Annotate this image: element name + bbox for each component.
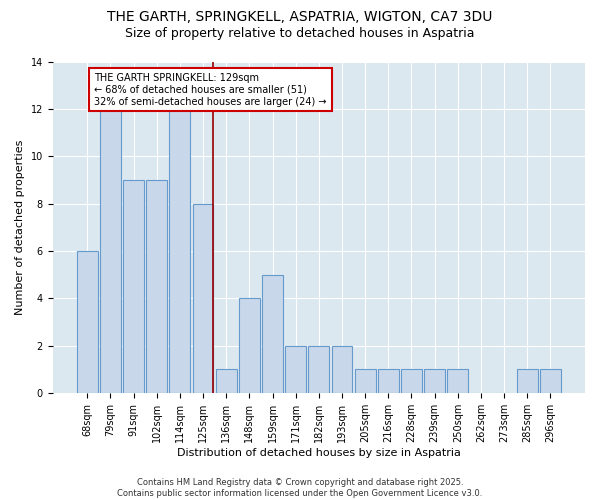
- Bar: [169, 109, 190, 393]
- Bar: [262, 274, 283, 393]
- Bar: [216, 369, 236, 393]
- Y-axis label: Number of detached properties: Number of detached properties: [15, 140, 25, 315]
- Bar: [308, 346, 329, 393]
- Text: THE GARTH, SPRINGKELL, ASPATRIA, WIGTON, CA7 3DU: THE GARTH, SPRINGKELL, ASPATRIA, WIGTON,…: [107, 10, 493, 24]
- Text: THE GARTH SPRINGKELL: 129sqm
← 68% of detached houses are smaller (51)
32% of se: THE GARTH SPRINGKELL: 129sqm ← 68% of de…: [94, 74, 327, 106]
- X-axis label: Distribution of detached houses by size in Aspatria: Distribution of detached houses by size …: [177, 448, 461, 458]
- Bar: [332, 346, 352, 393]
- Bar: [193, 204, 214, 393]
- Bar: [355, 369, 376, 393]
- Text: Size of property relative to detached houses in Aspatria: Size of property relative to detached ho…: [125, 28, 475, 40]
- Bar: [448, 369, 468, 393]
- Bar: [77, 251, 98, 393]
- Bar: [239, 298, 260, 393]
- Bar: [123, 180, 144, 393]
- Bar: [424, 369, 445, 393]
- Bar: [100, 109, 121, 393]
- Bar: [517, 369, 538, 393]
- Bar: [378, 369, 399, 393]
- Bar: [146, 180, 167, 393]
- Text: Contains HM Land Registry data © Crown copyright and database right 2025.
Contai: Contains HM Land Registry data © Crown c…: [118, 478, 482, 498]
- Bar: [401, 369, 422, 393]
- Bar: [285, 346, 306, 393]
- Bar: [540, 369, 561, 393]
